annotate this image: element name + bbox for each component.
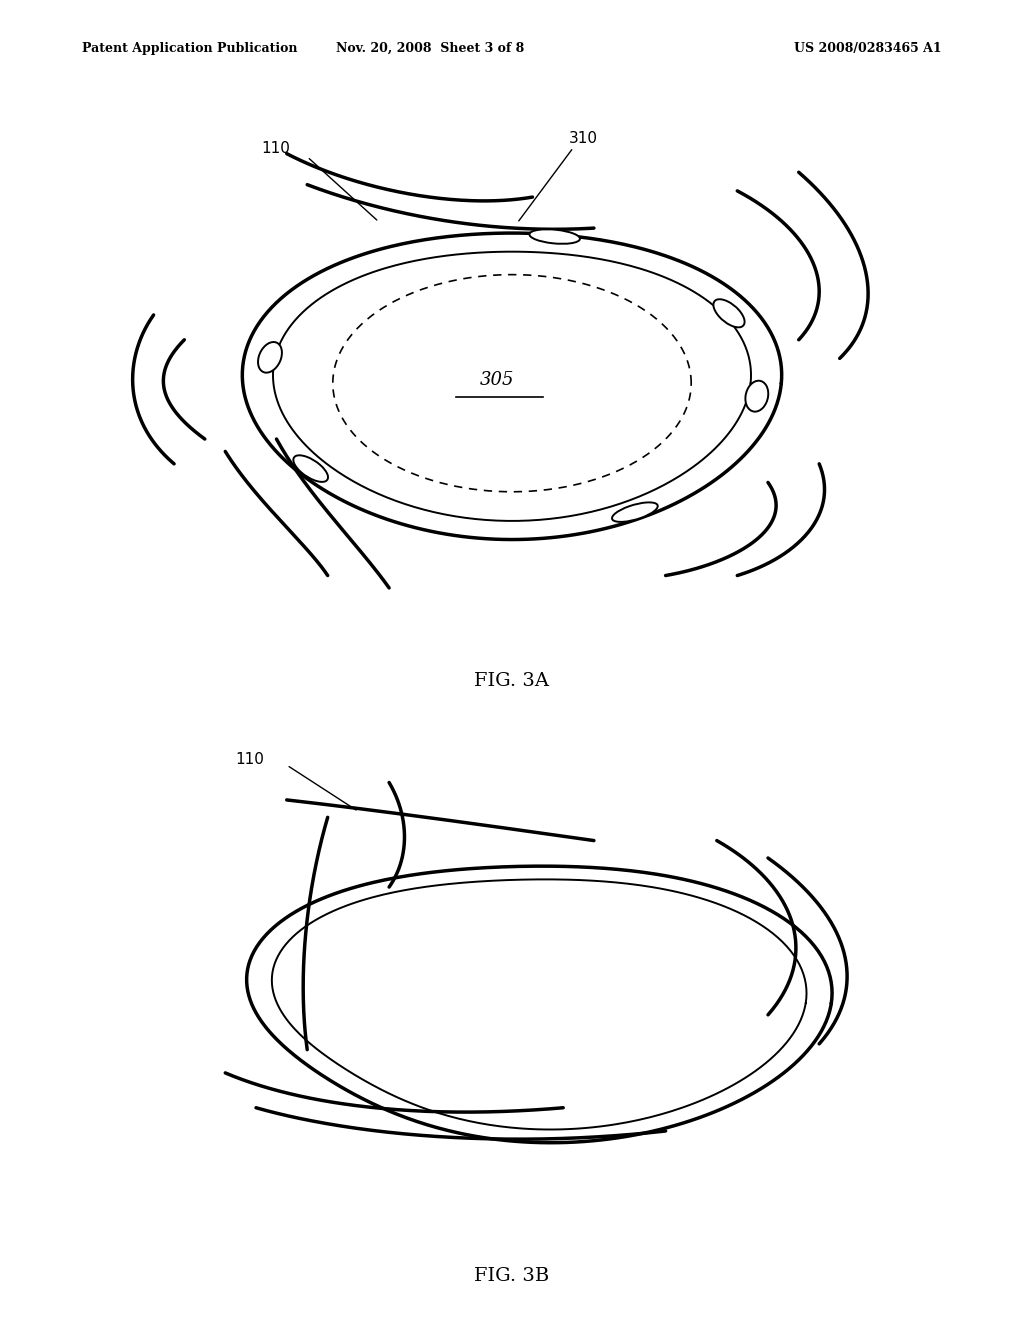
Ellipse shape — [612, 503, 657, 521]
Text: FIG. 3A: FIG. 3A — [474, 672, 550, 690]
Ellipse shape — [293, 455, 328, 482]
Text: US 2008/0283465 A1: US 2008/0283465 A1 — [795, 42, 942, 55]
Text: 110: 110 — [261, 141, 290, 156]
Ellipse shape — [745, 380, 768, 412]
Ellipse shape — [714, 300, 744, 327]
Text: Patent Application Publication: Patent Application Publication — [82, 42, 297, 55]
Ellipse shape — [529, 230, 580, 244]
Text: Nov. 20, 2008  Sheet 3 of 8: Nov. 20, 2008 Sheet 3 of 8 — [336, 42, 524, 55]
Text: 310: 310 — [568, 131, 597, 145]
Text: FIG. 3B: FIG. 3B — [474, 1267, 550, 1286]
Ellipse shape — [258, 342, 282, 372]
Text: 110: 110 — [236, 752, 264, 767]
Text: 305: 305 — [479, 371, 514, 389]
